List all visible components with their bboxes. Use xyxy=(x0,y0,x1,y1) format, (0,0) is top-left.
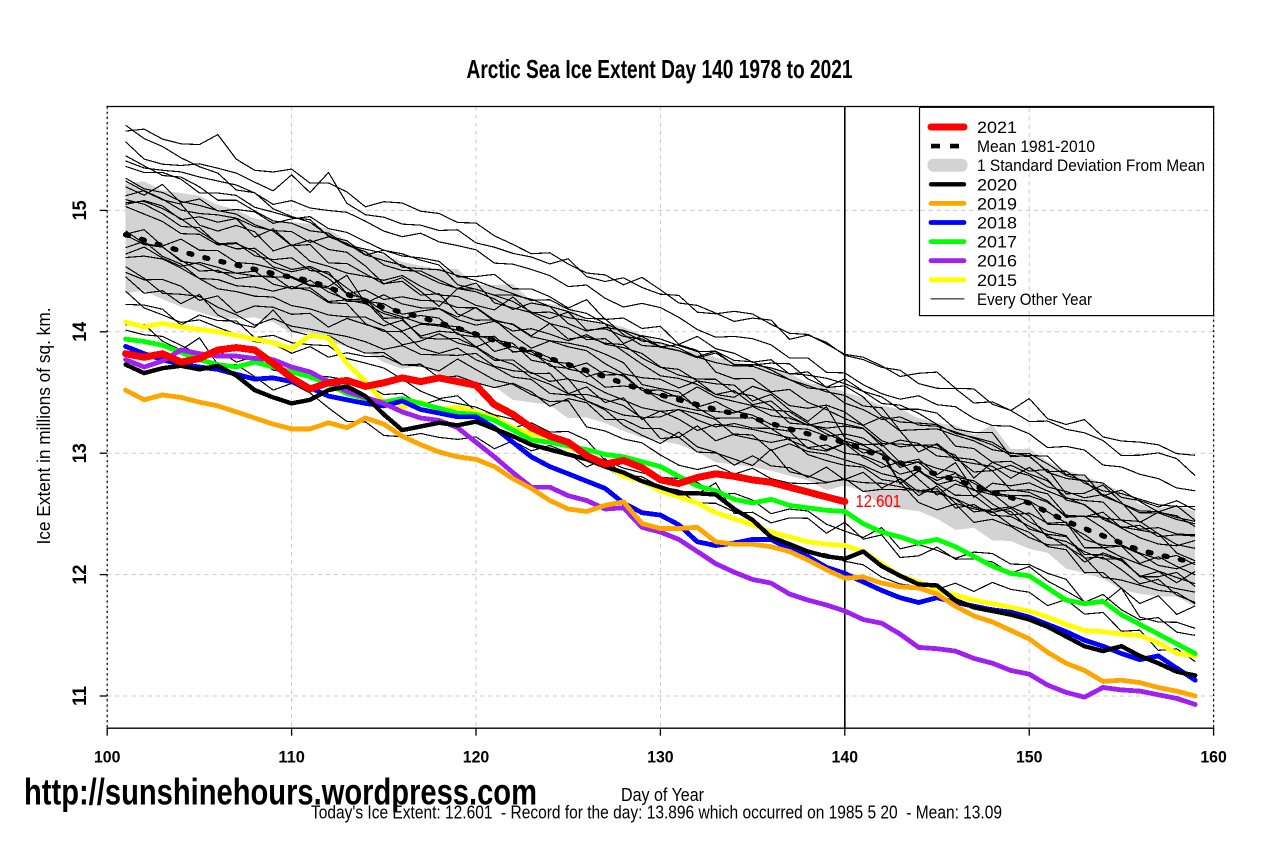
svg-text:130: 130 xyxy=(647,748,674,767)
svg-text:110: 110 xyxy=(278,748,305,767)
svg-text:Mean 1981-2010: Mean 1981-2010 xyxy=(977,137,1095,156)
svg-text:12.601: 12.601 xyxy=(856,491,902,511)
svg-text:150: 150 xyxy=(1016,748,1043,767)
svg-text:13: 13 xyxy=(70,443,91,463)
svg-text:2018: 2018 xyxy=(977,214,1017,233)
svg-text:Ice Extent in millions of sq.: Ice Extent in millions of sq. km. xyxy=(34,308,54,545)
svg-text:12: 12 xyxy=(70,565,91,585)
svg-text:http://sunshinehours.wordpress: http://sunshinehours.wordpress.com xyxy=(24,772,537,813)
svg-text:15: 15 xyxy=(70,200,91,220)
svg-text:Arctic Sea Ice Extent Day 140: Arctic Sea Ice Extent Day 140 1978 to 20… xyxy=(467,54,853,84)
svg-text:2019: 2019 xyxy=(977,194,1017,213)
svg-text:11: 11 xyxy=(70,686,91,706)
svg-text:Today's Ice Extent: 12.601 -: Today's Ice Extent: 12.601 - Record for … xyxy=(311,802,1002,823)
svg-text:2016: 2016 xyxy=(977,252,1017,271)
svg-text:2015: 2015 xyxy=(977,271,1017,290)
svg-text:100: 100 xyxy=(94,748,121,767)
svg-text:140: 140 xyxy=(832,748,859,767)
svg-text:160: 160 xyxy=(1200,748,1227,767)
svg-text:120: 120 xyxy=(463,748,490,767)
svg-text:2017: 2017 xyxy=(977,233,1017,252)
svg-text:Every Other Year: Every Other Year xyxy=(977,290,1092,309)
svg-text:1 Standard Deviation From Mean: 1 Standard Deviation From Mean xyxy=(977,156,1205,175)
svg-text:2020: 2020 xyxy=(977,175,1017,194)
svg-text:2021: 2021 xyxy=(977,118,1017,137)
svg-text:Day of Year: Day of Year xyxy=(621,784,704,805)
svg-text:14: 14 xyxy=(70,321,91,341)
